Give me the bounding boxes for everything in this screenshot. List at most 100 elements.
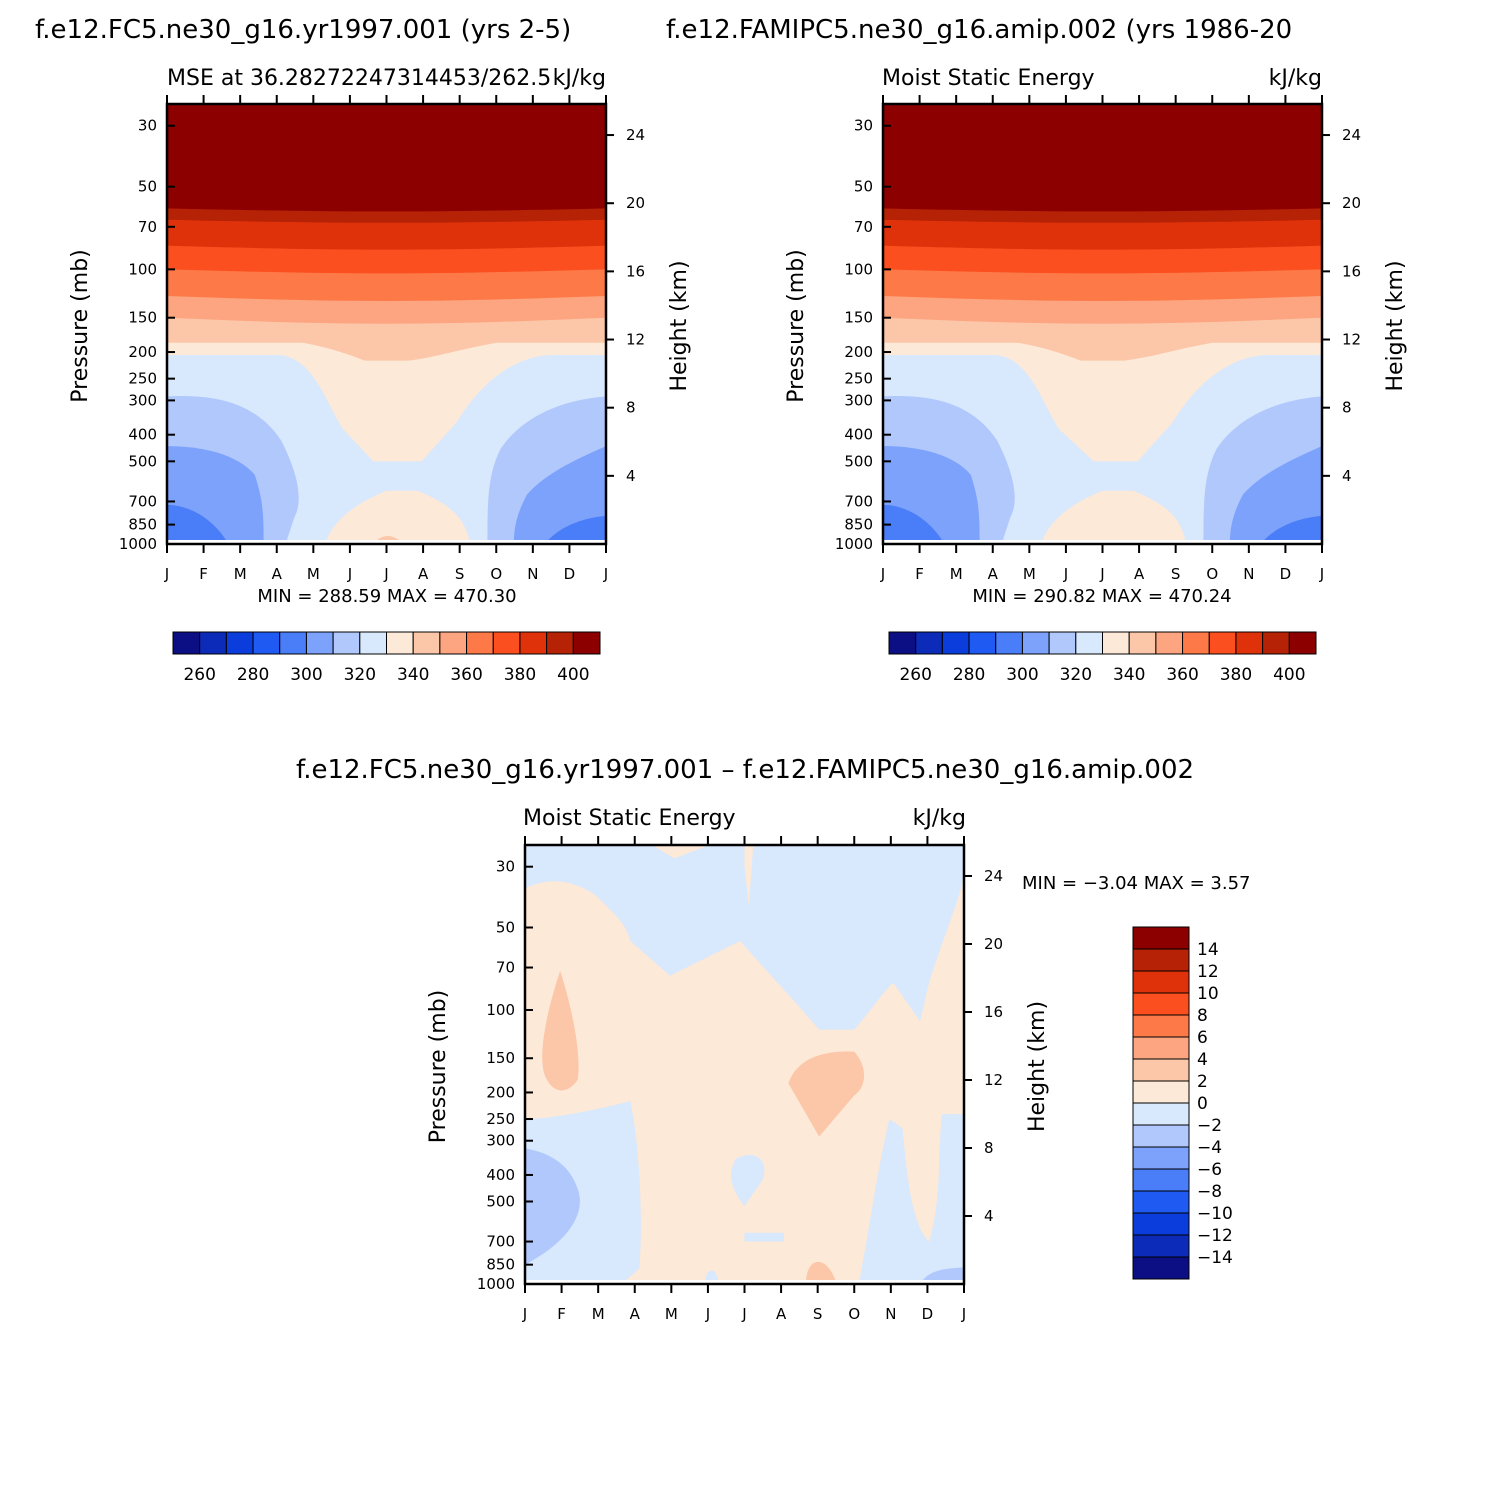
panel-left-model: f.e12.FC5.ne30_g16.yr1997.001 (yrs 2-5) … bbox=[35, 15, 692, 685]
left-ytick-right-label: 16 bbox=[626, 262, 645, 280]
left-ytick-label: 50 bbox=[138, 178, 157, 196]
diff-cb-label: −8 bbox=[1197, 1182, 1222, 1202]
left-ytick-label: 250 bbox=[128, 370, 157, 388]
right-cb-swatch bbox=[1075, 631, 1103, 655]
diff-xtick-label: J bbox=[522, 1305, 527, 1323]
left-ytick-right-label: 20 bbox=[626, 194, 645, 212]
diff-cb-swatch bbox=[1132, 1168, 1190, 1192]
left-cb-swatch bbox=[225, 631, 254, 655]
right-cb-label: 340 bbox=[1113, 665, 1145, 685]
diff-cb-label: −12 bbox=[1197, 1226, 1233, 1246]
left-region-blue-right-3 bbox=[544, 515, 606, 544]
left-ytick-label: 30 bbox=[138, 117, 157, 135]
left-ytick-right-label: 8 bbox=[626, 399, 636, 417]
diff-region-positive-blob-left bbox=[542, 970, 579, 1091]
panel-diff-case-title: f.e12.FC5.ne30_g16.yr1997.001 – f.e12.FA… bbox=[296, 755, 1194, 785]
diff-ylabel: Pressure (mb) bbox=[426, 990, 451, 1144]
left-ytick-label: 400 bbox=[128, 426, 157, 444]
right-ytick-label: 30 bbox=[854, 117, 873, 135]
right-ylabel: Pressure (mb) bbox=[784, 249, 809, 403]
left-surface-strip bbox=[167, 540, 606, 544]
right-cb-swatch bbox=[1048, 631, 1077, 655]
left-ytick-right-label: 12 bbox=[626, 331, 645, 349]
diff-region-lower-left-negative-2 bbox=[525, 1148, 580, 1265]
panel-diff-units: kJ/kg bbox=[913, 806, 966, 831]
right-ytick-label: 150 bbox=[844, 309, 873, 327]
panel-diff-min-max: MIN = −3.04 MAX = 3.57 bbox=[1022, 873, 1251, 894]
diff-ytick-label: 850 bbox=[486, 1256, 515, 1274]
right-ytick-label: 400 bbox=[844, 426, 873, 444]
diff-region-top-tongue-2 bbox=[744, 845, 754, 907]
diff-ytick-label: 70 bbox=[496, 959, 515, 977]
right-ytick-label: 50 bbox=[854, 178, 873, 196]
right-cb-label: 360 bbox=[1166, 665, 1198, 685]
left-region-blue-left-3 bbox=[167, 504, 229, 544]
diff-ytick-label: 50 bbox=[496, 918, 515, 936]
left-ylabel-right: Height (km) bbox=[667, 260, 692, 391]
right-ytick-label: 850 bbox=[844, 516, 873, 534]
diff-cb-swatch bbox=[1132, 1058, 1190, 1082]
diff-ytick-label: 400 bbox=[486, 1166, 515, 1184]
right-ytick-right-label: 20 bbox=[1342, 194, 1361, 212]
left-cb-label: 260 bbox=[183, 665, 215, 685]
right-ytick-label: 700 bbox=[844, 492, 873, 510]
left-xtick-label: A bbox=[272, 565, 283, 583]
left-cb-swatch bbox=[252, 631, 281, 655]
panel-left-min-max: MIN = 288.59 MAX = 470.30 bbox=[257, 586, 516, 607]
left-cb-swatch bbox=[439, 631, 468, 655]
left-region-summer-dip bbox=[210, 325, 563, 361]
diff-xtick-label: S bbox=[813, 1305, 823, 1323]
panel-left-units: kJ/kg bbox=[553, 66, 606, 91]
right-xtick-label: J bbox=[1319, 565, 1324, 583]
left-cb-swatch bbox=[519, 631, 548, 655]
diff-cb-label: 14 bbox=[1197, 940, 1219, 960]
diff-ytick-right-label: 24 bbox=[984, 867, 1003, 885]
right-ytick-right-label: 12 bbox=[1342, 331, 1361, 349]
diff-cb-swatch bbox=[1132, 1234, 1190, 1258]
diff-region-top-tongue bbox=[652, 845, 710, 859]
right-cb-swatch bbox=[1262, 631, 1290, 655]
diff-xtick-label: M bbox=[665, 1305, 678, 1323]
diff-cb-swatch bbox=[1132, 948, 1190, 972]
right-ytick-right-label: 4 bbox=[1342, 467, 1352, 485]
diff-xtick-label: F bbox=[557, 1305, 566, 1323]
diff-region-negative-right-2 bbox=[920, 1267, 964, 1284]
panel-right-case-title: f.e12.FAMIPC5.ne30_g16.amip.002 (yrs 198… bbox=[666, 15, 1292, 45]
left-ytick-label: 100 bbox=[128, 260, 157, 278]
left-cb-label: 400 bbox=[557, 665, 589, 685]
diff-xtick-label: A bbox=[630, 1305, 641, 1323]
left-ytick-right-label: 4 bbox=[626, 467, 636, 485]
right-region-blue-right-3 bbox=[1260, 515, 1322, 544]
panel-left-left-string: MSE at 36.28272247314453/262.5 bbox=[167, 66, 551, 91]
panel-right-min-max: MIN = 290.82 MAX = 470.24 bbox=[972, 586, 1231, 607]
left-cb-swatch bbox=[279, 631, 307, 655]
right-cb-label: 400 bbox=[1273, 665, 1305, 685]
diff-cb-label: 8 bbox=[1197, 1006, 1208, 1026]
diff-xtick-label: M bbox=[592, 1305, 605, 1323]
left-cb-swatch bbox=[199, 631, 227, 655]
left-xtick-label: F bbox=[199, 565, 208, 583]
left-xtick-label: J bbox=[603, 565, 608, 583]
diff-cb-swatch bbox=[1132, 1014, 1190, 1038]
left-cb-swatch bbox=[172, 631, 201, 655]
left-xtick-label: S bbox=[455, 565, 465, 583]
left-cb-swatch bbox=[386, 631, 414, 655]
left-xtick-label: J bbox=[164, 565, 169, 583]
diff-xtick-label: J bbox=[741, 1305, 746, 1323]
diff-cb-label: 12 bbox=[1197, 962, 1219, 982]
left-cb-label: 380 bbox=[504, 665, 536, 685]
panel-right-title-backdrop bbox=[664, 10, 1491, 46]
right-cb-swatch bbox=[968, 631, 997, 655]
right-cb-swatch bbox=[915, 631, 943, 655]
right-cb-swatch bbox=[1021, 631, 1050, 655]
right-cb-swatch bbox=[1102, 631, 1130, 655]
left-cb-swatch bbox=[466, 631, 494, 655]
diff-cb-swatch bbox=[1132, 1124, 1190, 1148]
diff-xtick-label: A bbox=[776, 1305, 787, 1323]
right-xtick-label: N bbox=[1243, 565, 1254, 583]
left-xtick-label: M bbox=[234, 565, 247, 583]
left-cb-swatch bbox=[572, 631, 601, 655]
right-xtick-label: S bbox=[1171, 565, 1181, 583]
diff-region-positive-blob-mid bbox=[788, 1051, 865, 1137]
